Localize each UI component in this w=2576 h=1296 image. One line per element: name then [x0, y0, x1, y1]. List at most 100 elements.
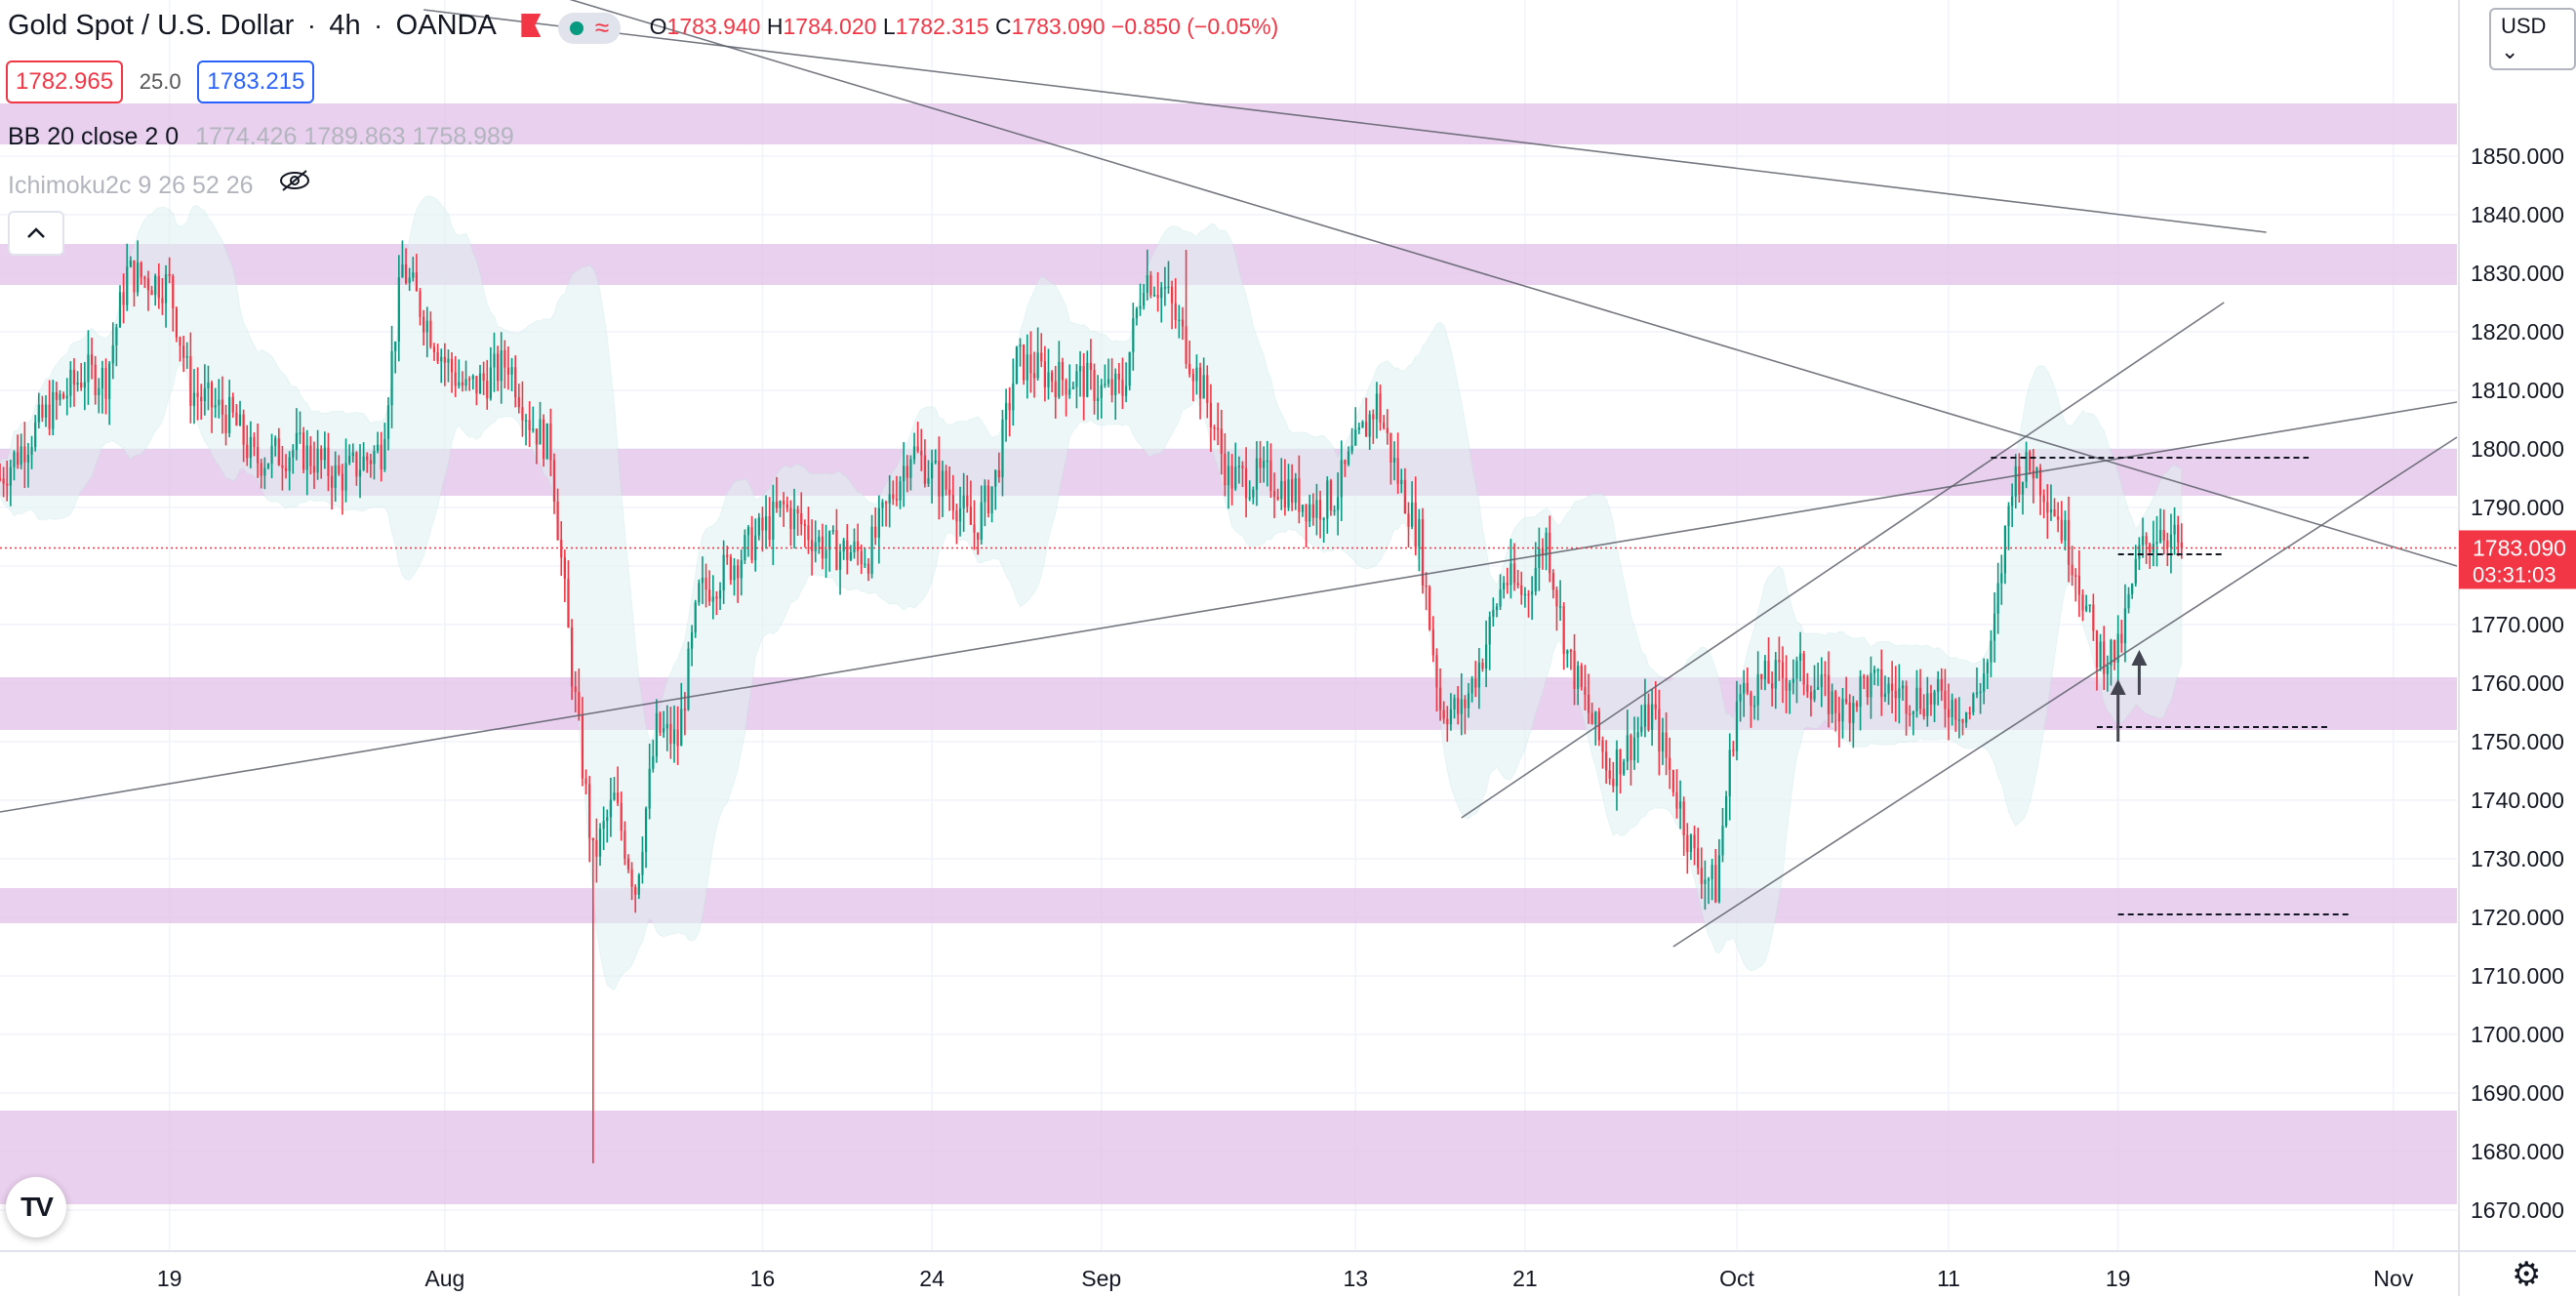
candle: [2064, 510, 2067, 551]
candle: [1538, 527, 1541, 591]
candle-body: [1700, 868, 1703, 884]
candle: [2095, 629, 2099, 691]
candle: [687, 641, 690, 711]
timeframe-label[interactable]: 4h: [329, 10, 361, 41]
sr-zone: [0, 677, 2457, 730]
candle-body: [1438, 687, 1442, 710]
candle: [1661, 717, 1665, 765]
candle-body: [37, 404, 40, 423]
candle-body: [1470, 678, 1473, 694]
candle-body: [69, 369, 72, 396]
flag-icon[interactable]: [521, 14, 542, 37]
candle-body: [1555, 589, 1558, 607]
high-value: 1784.020: [783, 14, 877, 39]
candle: [1174, 278, 1177, 329]
sell-button[interactable]: 1782.965: [6, 61, 124, 103]
candle-body: [1855, 703, 1859, 708]
candle-body: [899, 481, 902, 501]
candle-body: [168, 273, 171, 276]
candle-body: [1531, 591, 1534, 595]
candle: [803, 519, 806, 547]
bid-ask-panel: 1782.965 25.0 1783.215: [6, 61, 315, 103]
candle-body: [2071, 564, 2073, 576]
bb-indicator-legend[interactable]: BB 20 close 2 0 1774.426 1789.863 1758.9…: [8, 123, 514, 151]
tradingview-logo-icon[interactable]: TV: [6, 1177, 66, 1237]
candle: [1852, 696, 1855, 749]
candle: [1855, 700, 1859, 712]
candle: [2088, 604, 2091, 613]
buy-button[interactable]: 1783.215: [197, 61, 315, 103]
candle: [828, 530, 831, 572]
candle-body: [923, 455, 926, 484]
candle: [814, 520, 817, 563]
candle-body: [980, 502, 983, 540]
candle-body: [1110, 379, 1113, 395]
candle: [729, 553, 733, 586]
status-pill[interactable]: ≈: [557, 13, 622, 44]
candle-body: [1152, 295, 1156, 297]
candle-body: [1566, 650, 1569, 654]
candle: [757, 512, 760, 541]
candle-body: [1506, 583, 1509, 586]
candle-body: [2177, 524, 2180, 543]
candle: [574, 670, 577, 712]
candle-body: [1075, 371, 1078, 387]
candle: [676, 706, 679, 765]
candle: [2000, 554, 2003, 605]
candle-body: [1534, 568, 1537, 592]
candle: [1623, 758, 1626, 776]
price-tick-label: 1770.000: [2471, 612, 2564, 637]
current-price-badge: [2459, 530, 2576, 589]
candle: [207, 365, 210, 411]
candle-body: [1481, 663, 1484, 669]
eye-off-icon[interactable]: [278, 169, 311, 198]
candle-body: [1435, 655, 1438, 688]
candle: [1418, 508, 1421, 572]
candle-body: [1220, 428, 1223, 454]
candle: [59, 389, 61, 406]
symbol-name[interactable]: Gold Spot / U.S. Dollar: [8, 10, 295, 41]
candle-body: [1411, 502, 1414, 527]
candle: [154, 273, 157, 306]
currency-selector[interactable]: USD ⌄: [2489, 8, 2576, 70]
candle: [2113, 639, 2116, 670]
candle: [1813, 665, 1816, 703]
candle-body: [1227, 466, 1230, 486]
candle-body: [2173, 524, 2176, 535]
candle: [598, 823, 602, 867]
candle-body: [906, 466, 908, 478]
candle-body: [1252, 489, 1255, 498]
candle-body: [1272, 491, 1276, 497]
collapse-legend-button[interactable]: [8, 211, 64, 256]
candle-body: [510, 367, 513, 375]
candle: [1050, 370, 1054, 392]
candle: [659, 710, 662, 737]
candle-body: [1425, 585, 1428, 587]
candle-body: [397, 277, 400, 342]
candle: [2021, 481, 2025, 515]
gear-icon[interactable]: ⚙: [2512, 1256, 2542, 1293]
candle-body: [1146, 275, 1148, 294]
candle: [355, 451, 358, 486]
candle-body: [1093, 370, 1096, 401]
candle-body: [969, 506, 973, 525]
candle: [977, 532, 980, 555]
candle: [1601, 736, 1604, 769]
candle: [624, 821, 626, 866]
candle-body: [884, 502, 888, 505]
candle-body: [1234, 466, 1237, 489]
candle: [986, 479, 990, 518]
candle: [231, 392, 234, 418]
price-tick-label: 1740.000: [2471, 788, 2564, 813]
candle: [2141, 517, 2145, 558]
candle: [270, 433, 273, 479]
candle-body: [1464, 699, 1467, 709]
chevron-up-icon: [27, 227, 45, 238]
candle: [1615, 740, 1619, 811]
candle: [37, 392, 40, 429]
candle: [846, 524, 849, 575]
candle-body: [648, 768, 651, 809]
candle-body: [1167, 286, 1170, 289]
ichimoku-indicator-legend[interactable]: Ichimoku2c 9 26 52 26: [8, 169, 311, 200]
